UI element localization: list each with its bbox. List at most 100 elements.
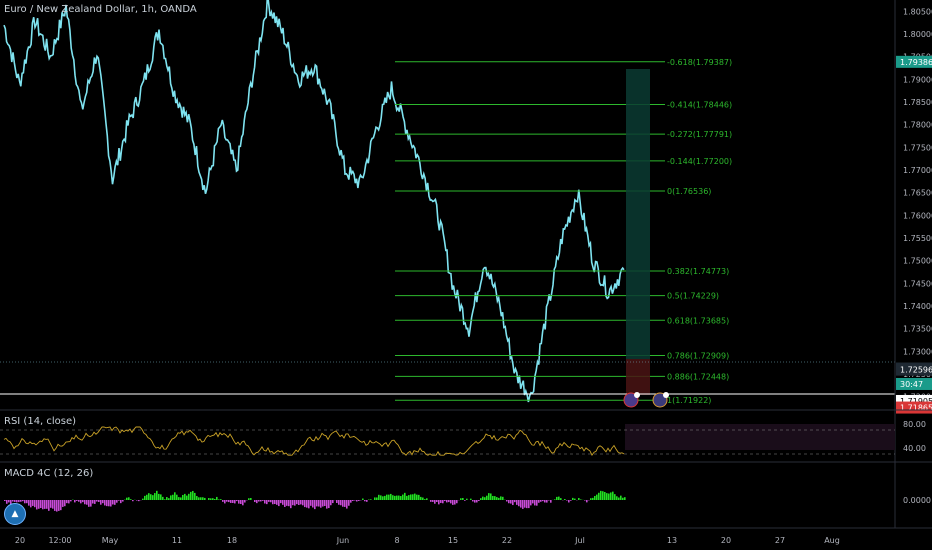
macd-bar — [604, 491, 606, 500]
macd-bar — [502, 496, 504, 500]
macd-bar — [476, 500, 478, 503]
macd-bar — [584, 500, 586, 501]
macd-bar — [416, 494, 418, 500]
macd-bar — [318, 500, 320, 507]
price-tag-label: 1.72596 — [900, 366, 932, 375]
macd-bar — [92, 500, 94, 504]
price-tag — [896, 55, 932, 68]
macd-bar — [218, 499, 220, 500]
macd-bar — [380, 495, 382, 500]
macd-bar — [108, 500, 110, 507]
macd-bar — [276, 500, 278, 505]
macd-bar — [538, 500, 540, 503]
macd-bar — [526, 500, 528, 509]
target-zone[interactable] — [626, 69, 650, 359]
macd-bar — [214, 498, 216, 500]
macd-bar — [198, 497, 200, 500]
macd-bar — [456, 500, 458, 504]
event-marker[interactable] — [652, 392, 669, 408]
macd-bar — [352, 500, 354, 502]
macd-tick-label: 0.0000 — [903, 496, 931, 505]
macd-bar — [162, 496, 164, 500]
macd-bar — [544, 500, 546, 503]
macd-bar — [516, 500, 518, 505]
fibonacci-retracement[interactable]: -0.618(1.79387) -0.414(1.78446) -0.272(1.7… — [395, 58, 732, 405]
macd-bar — [94, 500, 96, 504]
macd-bar — [540, 500, 542, 502]
price-tick-label: 1.75500 — [903, 234, 932, 243]
rsi-label[interactable]: RSI (14, close) — [4, 416, 77, 427]
macd-bar — [148, 493, 150, 500]
macd-bar — [560, 498, 562, 500]
macd-bar — [442, 500, 444, 504]
macd-bar — [100, 500, 102, 505]
macd-bar — [446, 500, 448, 503]
macd-bar — [488, 493, 490, 500]
macd-bar — [566, 500, 568, 501]
macd-bar — [550, 500, 552, 503]
macd-label[interactable]: MACD 4C (12, 26) — [4, 468, 94, 479]
macd-bar — [278, 500, 280, 507]
macd-bar — [474, 500, 476, 503]
position-tool[interactable] — [626, 69, 650, 395]
macd-bar — [274, 500, 276, 505]
macd-bar — [268, 500, 270, 502]
macd-bar — [74, 500, 76, 503]
tradingview-logo-icon[interactable]: ▲ — [4, 503, 26, 525]
macd-bar — [424, 499, 426, 500]
macd-bar — [398, 495, 400, 500]
macd-bar — [464, 500, 466, 501]
macd-bar — [600, 490, 602, 500]
macd-bar — [98, 500, 100, 502]
price-tag-label: 30:47 — [900, 380, 923, 389]
time-tick-label: 8 — [394, 536, 399, 545]
macd-bar — [4, 500, 6, 502]
price-tick-label: 1.74000 — [903, 302, 932, 311]
macd-bar — [18, 500, 20, 503]
event-marker[interactable] — [623, 392, 640, 408]
price-tick-label: 1.79000 — [903, 75, 932, 84]
macd-bar — [624, 497, 626, 500]
rsi-pane[interactable]: 80.00 40.00 — [0, 420, 926, 456]
macd-bar — [622, 497, 624, 500]
macd-bar — [188, 493, 190, 500]
time-axis[interactable]: 20 12:00 May 11 18 Jun 8 15 22 Jul 13 20 27 Aug — [15, 536, 840, 545]
macd-bar — [156, 490, 158, 500]
macd-bar — [534, 500, 536, 506]
macd-bar — [250, 498, 252, 500]
macd-bar — [230, 500, 232, 503]
macd-bar — [220, 499, 222, 500]
price-pane[interactable] — [3, 0, 625, 403]
macd-bar — [116, 500, 118, 503]
macd-bar — [450, 500, 452, 504]
macd-bar — [578, 497, 580, 500]
macd-bar — [466, 498, 468, 500]
macd-bar — [498, 497, 500, 500]
macd-bar — [288, 500, 290, 507]
macd-bar — [186, 495, 188, 500]
fib-level-label: 0.5(1.74229) — [667, 292, 719, 301]
macd-bar — [528, 500, 530, 509]
macd-bar — [244, 500, 246, 503]
macd-bar — [64, 500, 66, 507]
macd-bar — [68, 500, 70, 504]
macd-bar — [618, 497, 620, 500]
macd-bar — [392, 495, 394, 500]
macd-bar — [176, 494, 178, 500]
macd-bar — [554, 499, 556, 500]
macd-bar — [332, 500, 334, 504]
macd-bar — [440, 500, 442, 503]
macd-bar — [242, 500, 244, 506]
fib-level-label: -0.144(1.77200) — [667, 157, 732, 166]
macd-bar — [8, 500, 10, 503]
macd-bar — [386, 494, 388, 500]
macd-bar — [612, 491, 614, 500]
macd-bar — [400, 496, 402, 500]
macd-bar — [438, 500, 440, 505]
price-tick-label: 1.78500 — [903, 98, 932, 107]
macd-bar — [222, 500, 224, 502]
macd-pane[interactable]: 0.0000 — [4, 490, 931, 512]
stop-zone[interactable] — [626, 359, 650, 395]
macd-bar — [236, 500, 238, 502]
